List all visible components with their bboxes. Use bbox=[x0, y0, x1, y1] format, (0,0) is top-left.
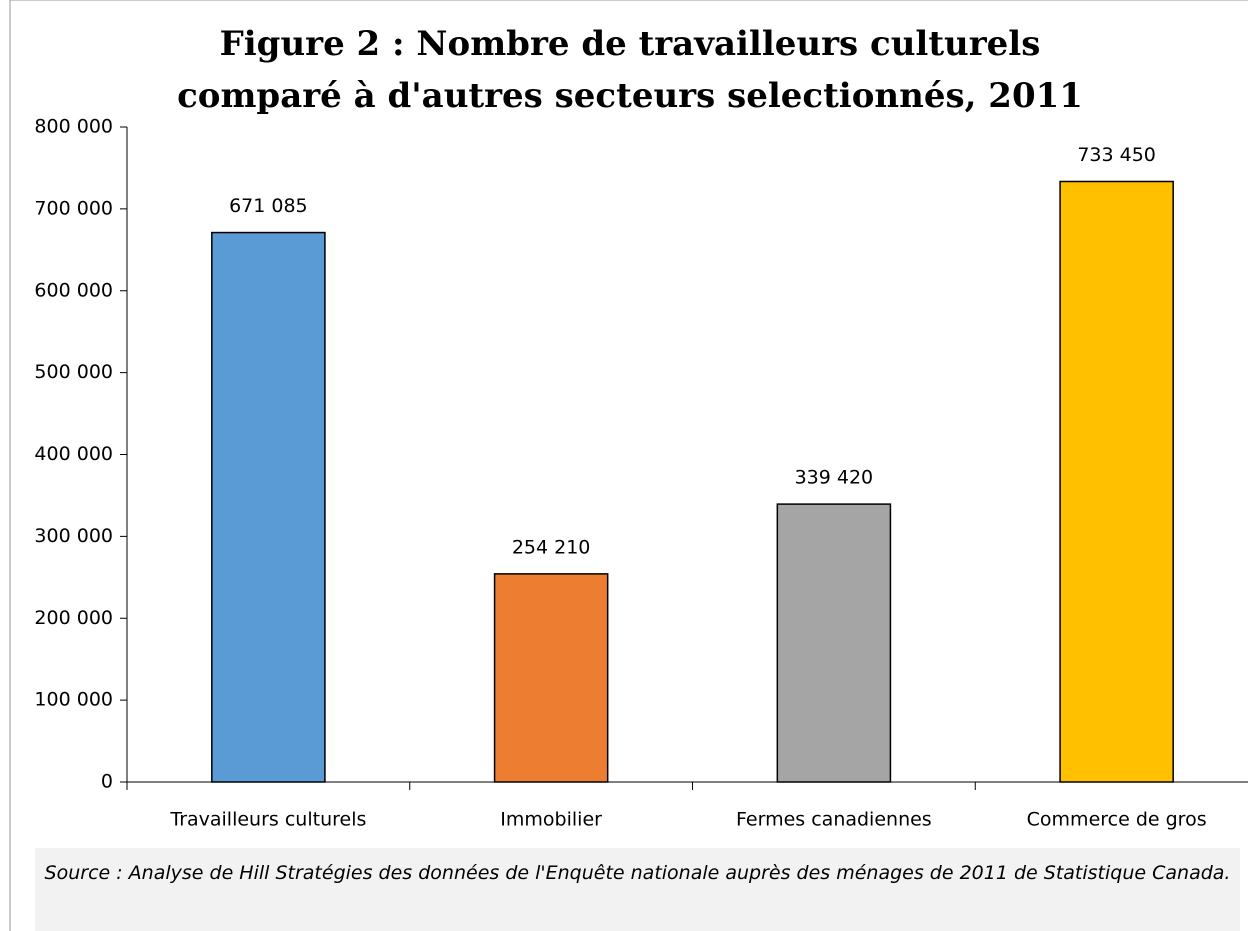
x-tick-label: Travailleurs culturels bbox=[169, 809, 366, 831]
bar bbox=[493, 573, 609, 783]
value-label: 733 450 bbox=[1077, 144, 1156, 166]
y-tick-label: 600 000 bbox=[34, 279, 113, 301]
bar bbox=[211, 231, 326, 783]
x-tick-label: Fermes canadiennes bbox=[736, 809, 932, 831]
x-tick-label: Immobilier bbox=[500, 809, 602, 831]
value-label: 671 085 bbox=[229, 195, 308, 217]
source-note: Source : Analyse de Hill Stratégies des … bbox=[35, 848, 1240, 931]
bar bbox=[1059, 180, 1174, 783]
y-tick-label: 500 000 bbox=[34, 361, 113, 383]
value-label: 254 210 bbox=[512, 536, 591, 558]
value-label: 339 420 bbox=[795, 467, 874, 489]
y-tick-label: 400 000 bbox=[34, 443, 113, 465]
chart-title: Figure 2 : Nombre de travailleurs cultur… bbox=[177, 24, 1083, 116]
y-tick-label: 100 000 bbox=[34, 689, 113, 711]
y-tick-label: 200 000 bbox=[34, 607, 113, 629]
bar bbox=[776, 503, 892, 783]
x-tick-label: Commerce de gros bbox=[1027, 809, 1207, 831]
y-tick-label: 700 000 bbox=[34, 197, 113, 219]
y-tick-label: 0 bbox=[101, 771, 113, 793]
y-tick-label: 800 000 bbox=[34, 116, 113, 138]
y-tick-label: 300 000 bbox=[34, 525, 113, 547]
